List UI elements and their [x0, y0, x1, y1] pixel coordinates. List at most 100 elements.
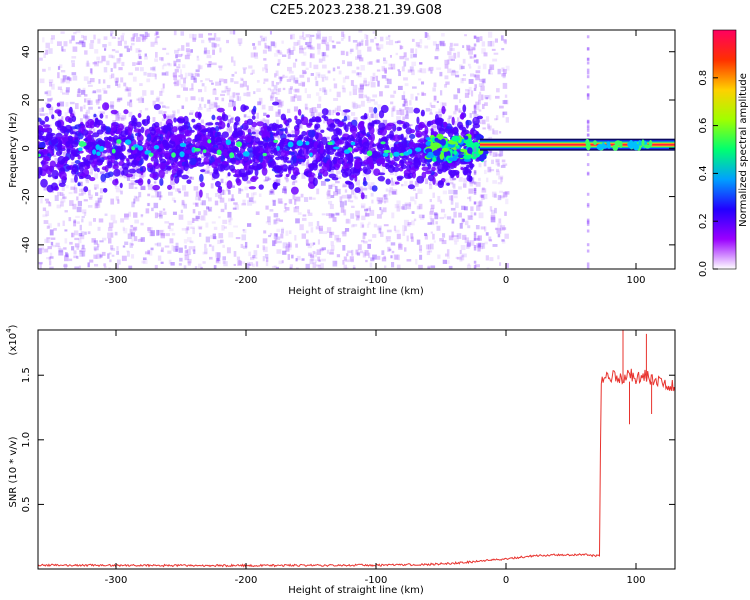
spectrogram-cell — [469, 113, 472, 118]
spectrogram-cell — [241, 234, 247, 241]
spectrogram-cell — [120, 167, 124, 172]
spectrogram-cell — [82, 209, 87, 214]
spectrogram-cell — [231, 92, 236, 97]
spectrogram-cell — [188, 112, 194, 116]
spectrogram-cell — [385, 36, 391, 40]
spectrogram-cell — [318, 112, 323, 118]
spectrogram-cell — [133, 236, 138, 242]
spectrogram-cell — [294, 235, 297, 241]
spectrogram-cell — [501, 227, 507, 230]
spectrogram-cell — [341, 85, 345, 89]
spectrogram-cell — [114, 231, 118, 236]
spectrogram-cell — [184, 54, 190, 60]
spectrogram-cell — [238, 96, 242, 101]
spectrogram-streak — [586, 262, 590, 266]
spectrogram-cell — [437, 195, 441, 202]
spectrogram-cell — [268, 190, 273, 195]
spectrogram-cell — [160, 233, 166, 239]
spectrogram-cell — [484, 241, 488, 245]
spectrogram-cell — [404, 99, 407, 105]
spectrogram-cell — [327, 124, 336, 128]
spectrogram-cell — [445, 81, 450, 85]
spectrogram-cell — [288, 76, 291, 80]
spectrogram-cell — [64, 124, 73, 133]
spectrogram-cell — [305, 141, 310, 146]
spectrogram-cell — [441, 240, 447, 245]
spectrogram-cell — [77, 155, 81, 160]
spectrogram-cell — [402, 230, 406, 236]
spectrogram-cell — [123, 82, 127, 87]
spectrogram-cell — [154, 41, 158, 45]
spectrogram-cell — [286, 49, 291, 54]
spectrogram-cell — [194, 125, 202, 131]
spectrogram-cell — [279, 219, 284, 222]
spectrogram-cell — [177, 48, 181, 52]
spectrogram-cell — [93, 246, 99, 251]
spectrogram-cell — [264, 42, 267, 49]
spectrogram-cell — [270, 93, 275, 99]
spectrogram-cell — [243, 114, 247, 118]
spectrogram-cell — [164, 245, 170, 248]
spectrogram-cell — [223, 261, 228, 267]
spectrogram-cell — [332, 67, 336, 72]
spectrogram-cell — [497, 228, 502, 231]
spectrogram-cell — [378, 110, 385, 119]
spectrogram-cell — [224, 86, 228, 92]
spectrogram-cell — [104, 172, 111, 179]
spectrogram-cell — [366, 150, 373, 157]
spectrogram-cell — [410, 196, 415, 202]
spectrogram-cell — [201, 97, 204, 102]
spectrogram-cell — [433, 82, 437, 87]
spectrogram-cell — [190, 127, 196, 130]
spectrogram-cell — [500, 35, 504, 41]
spectrogram-cell — [110, 104, 114, 109]
spectrogram-cell — [219, 80, 222, 86]
spectrogram-cell — [391, 111, 394, 117]
spectrogram-cell — [362, 235, 366, 240]
spectrogram-cell — [88, 221, 92, 226]
spectrogram-cell — [263, 246, 268, 253]
spectrogram-cell — [65, 165, 72, 170]
spectrogram-cell — [130, 174, 136, 179]
spectrogram-cell — [164, 170, 169, 175]
spectrogram-cell — [416, 175, 425, 184]
spectrogram-cell — [475, 70, 481, 74]
spectrogram-cell — [411, 69, 415, 76]
spectrogram-cell — [253, 192, 257, 196]
spectrogram-cell — [427, 168, 432, 173]
spectrogram-cell — [205, 49, 211, 55]
spectrogram-cell — [225, 139, 232, 146]
spectrogram-cell — [191, 83, 194, 89]
snr-ylabel: SNR (10 * v/v) — [8, 436, 19, 507]
spectrogram-cell — [328, 184, 333, 190]
spectrogram-cell — [287, 244, 292, 251]
spectrogram-cell — [136, 171, 141, 177]
spectrogram-cell — [275, 82, 280, 85]
spectrogram-cell — [421, 81, 425, 85]
spectrogram-cell — [251, 128, 256, 133]
spectrogram-cell — [110, 155, 116, 164]
spectrogram-cell — [78, 87, 81, 94]
spectrogram-cell — [340, 132, 346, 136]
spectrogram-cell — [297, 95, 302, 101]
spectrogram-cell — [199, 169, 206, 173]
spectrogram-cell — [499, 190, 503, 193]
spectrogram-cell — [49, 229, 54, 236]
spectrogram-cell — [292, 62, 297, 68]
spectrogram-cell — [158, 140, 162, 145]
spectrogram-cell — [170, 133, 177, 142]
spectrogram-cell — [243, 157, 249, 161]
spectrogram-cell — [328, 36, 332, 42]
spectrogram-cell — [477, 242, 482, 247]
spectrogram-cell — [266, 45, 270, 49]
spectrogram-cell — [158, 230, 164, 236]
spectrogram-cell — [46, 103, 52, 109]
spectrogram-cell — [217, 43, 220, 47]
spectrogram-cell — [247, 200, 253, 206]
spectrogram-cell — [74, 184, 77, 189]
spectrogram-cell — [242, 80, 247, 87]
spectrogram-cell — [233, 251, 237, 257]
spectrogram-cell — [276, 168, 284, 174]
spectrogram-cell — [70, 149, 78, 155]
spectrogram-cell — [124, 40, 127, 45]
